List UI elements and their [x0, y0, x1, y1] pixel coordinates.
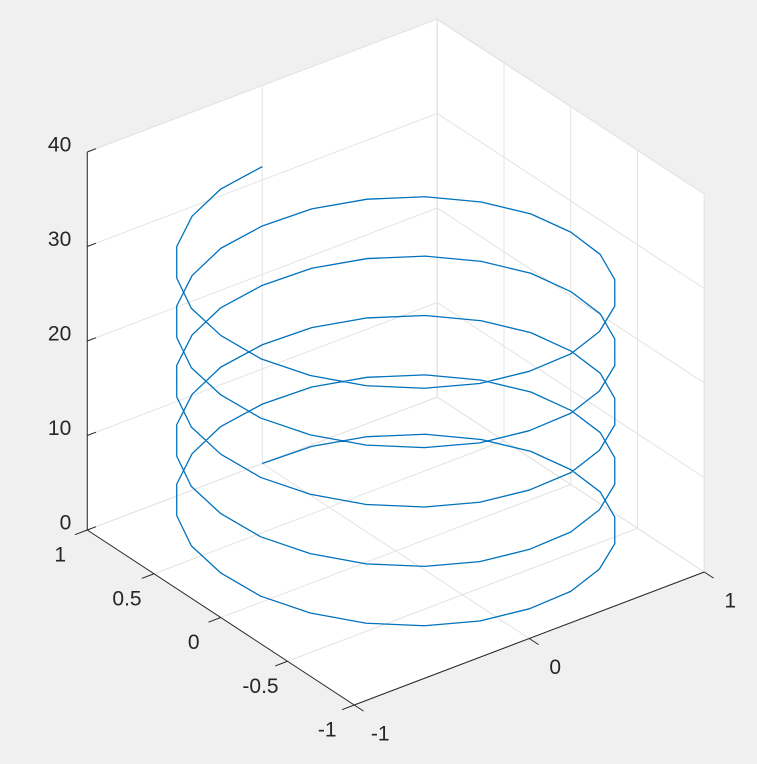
grid-line [87, 302, 438, 436]
y-tick [74, 529, 88, 536]
grid-line [220, 484, 571, 618]
grid-line [87, 113, 438, 247]
grid-line [436, 302, 705, 478]
z-tick [87, 148, 97, 153]
grid-line [436, 396, 705, 573]
x-tick-label: 0 [549, 656, 561, 679]
y-tick [275, 660, 288, 667]
grid-line [87, 207, 438, 342]
y-tick-label: 0 [188, 631, 200, 654]
x-tick [353, 704, 364, 712]
grid-line [436, 207, 705, 384]
y-tick [208, 617, 221, 623]
y-tick-label: -1 [318, 719, 337, 742]
y-tick-label: 1 [54, 544, 66, 567]
y-tick-label: 0.5 [112, 587, 141, 610]
z-tick-label: 0 [60, 512, 72, 535]
grid-line [153, 440, 505, 575]
helix-line [176, 166, 616, 627]
z-tick [87, 337, 97, 342]
x-tick [528, 638, 539, 646]
z-tick-label: 40 [48, 134, 71, 157]
x-tick-label: -1 [371, 723, 390, 746]
y-tick [141, 573, 155, 579]
grid-line [287, 527, 638, 662]
y-tick [341, 704, 355, 711]
z-tick-label: 10 [48, 417, 71, 440]
z-tick [87, 431, 97, 436]
axes-background [88, 19, 705, 705]
y-tick-label: -0.5 [242, 675, 278, 698]
box-edge [87, 18, 438, 153]
z-tick-label: 20 [48, 323, 71, 346]
box-edge [436, 18, 705, 195]
x-tick [703, 571, 714, 579]
grid-line [436, 113, 705, 289]
x-tick-label: 1 [724, 590, 736, 613]
z-tick [87, 242, 97, 247]
z-tick-label: 30 [48, 228, 71, 251]
z-tick [87, 526, 97, 531]
